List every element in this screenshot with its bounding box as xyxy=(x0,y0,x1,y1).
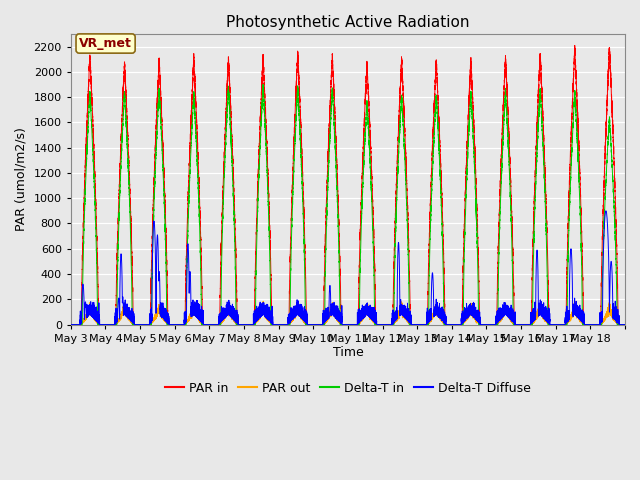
Y-axis label: PAR (umol/m2/s): PAR (umol/m2/s) xyxy=(15,127,28,231)
Title: Photosynthetic Active Radiation: Photosynthetic Active Radiation xyxy=(226,15,470,30)
Text: VR_met: VR_met xyxy=(79,37,132,50)
Legend: PAR in, PAR out, Delta-T in, Delta-T Diffuse: PAR in, PAR out, Delta-T in, Delta-T Dif… xyxy=(160,377,536,400)
X-axis label: Time: Time xyxy=(333,347,364,360)
